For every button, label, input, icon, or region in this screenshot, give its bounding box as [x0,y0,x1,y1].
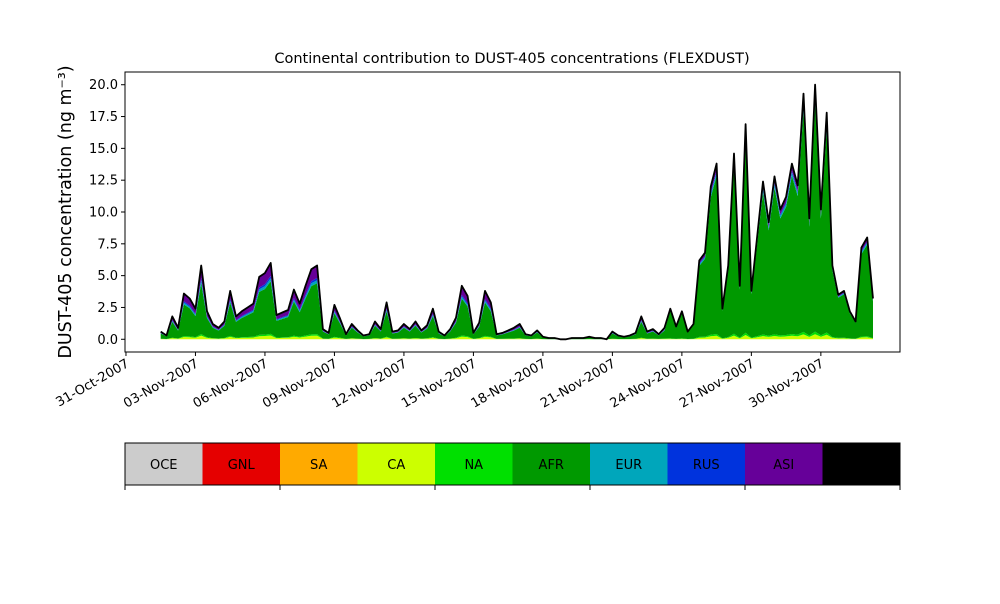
x-tick-label: 12-Nov-2007 [330,356,410,411]
y-tick-label: 0.0 [97,333,118,348]
legend-swatch-afr [512,443,591,485]
y-tick-label: 2.5 [97,301,118,316]
legend-swatch-eur [590,443,668,485]
legend-label-asi: ASI [773,458,794,473]
x-tick-label: 03-Nov-2007 [121,356,201,411]
x-tick-label: 21-Nov-2007 [538,356,618,411]
y-tick-label: 5.0 [97,269,118,284]
legend-swatch-gnl [202,443,281,485]
y-tick-label: 20.0 [89,78,118,93]
y-tick-label: 10.0 [89,206,118,221]
legend-colorbar: OCE GNL SA CA NA AFR EUR RUS ASI AUS [124,442,901,490]
x-tick-label: 15-Nov-2007 [399,356,479,411]
area-afr [160,102,873,340]
stacked-area-group [160,84,873,340]
y-tick-label: 12.5 [89,174,118,189]
legend-swatch-sa [280,443,358,485]
legend-swatch-aus [822,443,901,485]
x-tick-label: 09-Nov-2007 [260,356,340,411]
legend-swatch-ca [357,443,436,485]
legend-label-oce: OCE [150,458,178,473]
total-line-group [160,83,874,341]
y-tick-label: 7.5 [97,237,118,252]
x-tick-label: 06-Nov-2007 [191,356,271,411]
total-concentration-line [160,83,874,341]
x-tick-label: 27-Nov-2007 [677,356,757,411]
legend-label-aus: AUS [848,458,875,473]
y-tick-label: 17.5 [89,110,118,125]
x-tick-label: 18-Nov-2007 [469,356,549,411]
area-ca [160,334,873,340]
y-tick-label: 15.0 [89,142,118,157]
x-tick-label: 24-Nov-2007 [608,356,688,411]
y-axis-ticks: 0.0 2.5 5.0 7.5 10.0 12.5 15.0 17.5 20.0 [89,78,125,348]
x-axis-ticks: 31-Oct-200703-Nov-200706-Nov-200709-Nov-… [54,352,827,411]
legend-label-afr: AFR [539,458,564,473]
x-tick-label: 31-Oct-2007 [54,356,132,410]
legend-swatch-oce [125,443,203,485]
chart-title: Continental contribution to DUST-405 con… [274,51,749,67]
legend-swatch-rus [667,443,746,485]
legend-frame [124,442,901,486]
legend-swatch-na [435,443,513,485]
legend-label-eur: EUR [615,458,642,473]
legend-swatch-asi [745,443,823,485]
y-axis-label: DUST-405 concentration (ng m⁻³) [56,65,76,358]
legend-label-na: NA [464,458,483,473]
x-tick-label: 30-Nov-2007 [747,356,827,411]
legend-label-gnl: GNL [228,458,256,473]
legend-label-ca: CA [387,458,405,473]
legend-label-sa: SA [310,458,327,473]
legend-label-rus: RUS [693,458,720,473]
